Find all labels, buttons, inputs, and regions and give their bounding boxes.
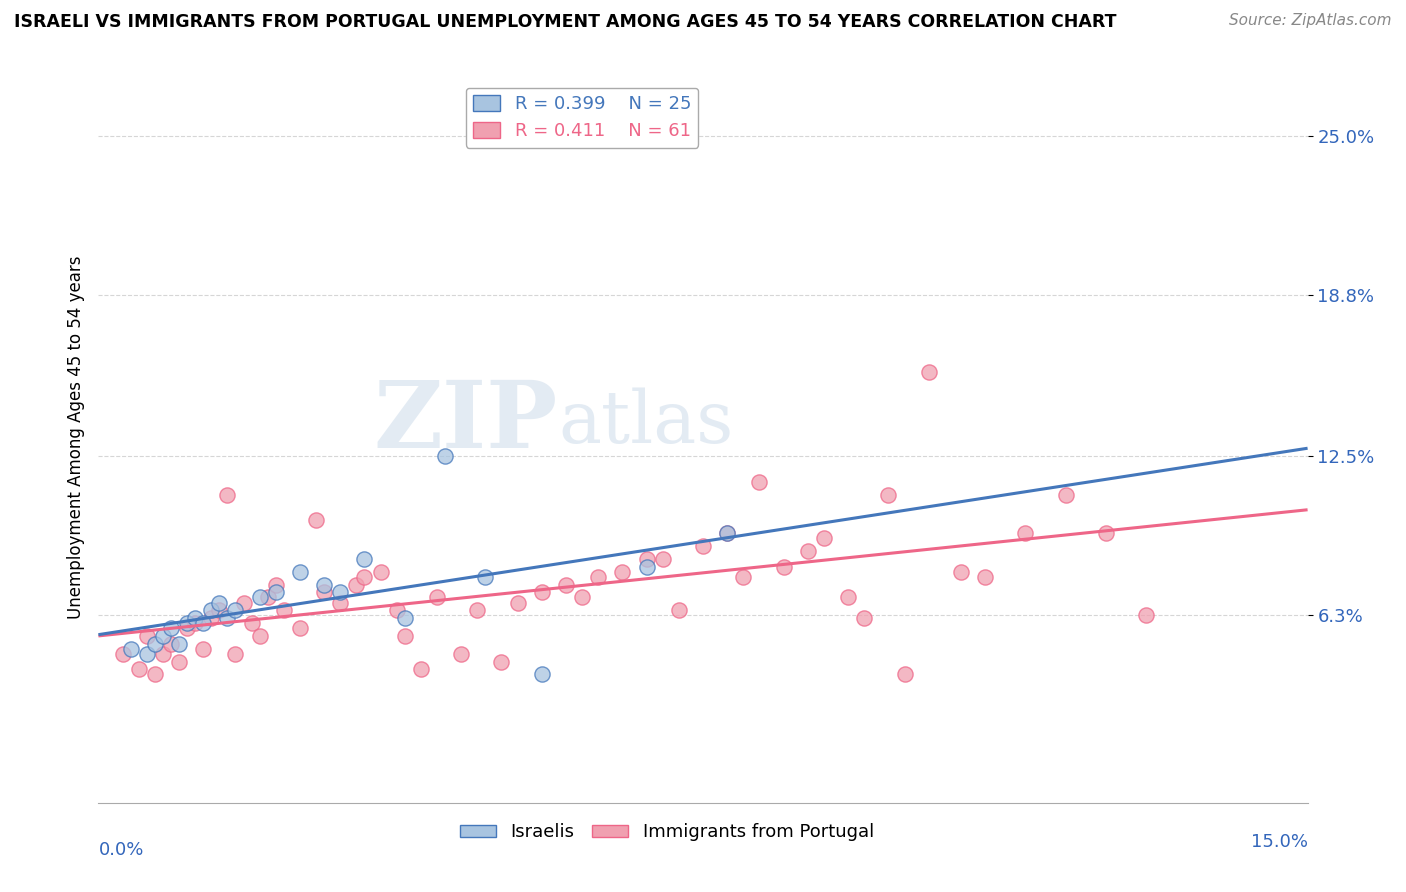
Point [184,616,207,631]
Point [877,488,900,502]
Point [385,603,408,617]
Point [716,526,738,541]
Point [918,365,941,379]
Point [692,539,714,553]
Point [1014,526,1036,541]
Point [1095,526,1118,541]
Point [273,603,295,617]
Point [288,621,311,635]
Legend: Israelis, Immigrants from Portugal: Israelis, Immigrants from Portugal [453,816,882,848]
Y-axis label: Unemployment Among Ages 45 to 54 years: Unemployment Among Ages 45 to 54 years [66,255,84,619]
Point [288,565,311,579]
Point [394,611,416,625]
Point [426,591,449,605]
Point [353,570,375,584]
Point [143,637,166,651]
Point [249,629,271,643]
Text: Source: ZipAtlas.com: Source: ZipAtlas.com [1229,13,1392,29]
Point [636,552,658,566]
Point [167,637,190,651]
Point [200,611,222,625]
Point [797,544,820,558]
Point [329,585,352,599]
Point [394,629,416,643]
Point [450,647,472,661]
Point [217,488,239,502]
Point [264,585,287,599]
Point [370,565,392,579]
Point [530,585,553,599]
Point [314,577,336,591]
Text: atlas: atlas [558,387,734,458]
Point [612,565,634,579]
Point [748,475,770,489]
Point [135,647,157,661]
Point [143,667,166,681]
Point [353,552,375,566]
Point [506,596,529,610]
Point [208,596,231,610]
Point [208,603,231,617]
Point [651,552,673,566]
Point [240,616,263,631]
Point [176,621,198,635]
Point [474,570,496,584]
Point [314,585,336,599]
Point [530,667,553,681]
Point [135,629,157,643]
Point [1135,608,1157,623]
Point [167,655,190,669]
Text: ISRAELI VS IMMIGRANTS FROM PORTUGAL UNEMPLOYMENT AMONG AGES 45 TO 54 YEARS CORRE: ISRAELI VS IMMIGRANTS FROM PORTUGAL UNEM… [14,13,1116,31]
Point [1054,488,1077,502]
Point [249,591,271,605]
Point [491,655,513,669]
Point [160,637,183,651]
Point [329,596,352,610]
Point [555,577,578,591]
Point [264,577,287,591]
Point [813,532,835,546]
Point [120,641,142,656]
Point [893,667,915,681]
Point [152,647,174,661]
Point [571,591,593,605]
Point [152,629,174,643]
Point [733,570,755,584]
Text: 15.0%: 15.0% [1250,833,1308,851]
Point [232,596,254,610]
Text: ZIP: ZIP [374,377,558,467]
Point [256,591,278,605]
Point [949,565,972,579]
Text: 0.0%: 0.0% [98,840,143,859]
Point [434,450,457,464]
Point [668,603,690,617]
Point [160,621,183,635]
Point [853,611,876,625]
Point [200,603,222,617]
Point [344,577,367,591]
Point [636,559,658,574]
Point [193,641,215,656]
Point [224,647,246,661]
Point [974,570,997,584]
Point [111,647,134,661]
Point [837,591,859,605]
Point [193,616,215,631]
Point [217,611,239,625]
Point [409,662,432,676]
Point [772,559,794,574]
Point [586,570,609,584]
Point [128,662,150,676]
Point [184,611,207,625]
Point [716,526,738,541]
Point [224,603,246,617]
Point [176,616,198,631]
Point [305,514,328,528]
Point [465,603,488,617]
